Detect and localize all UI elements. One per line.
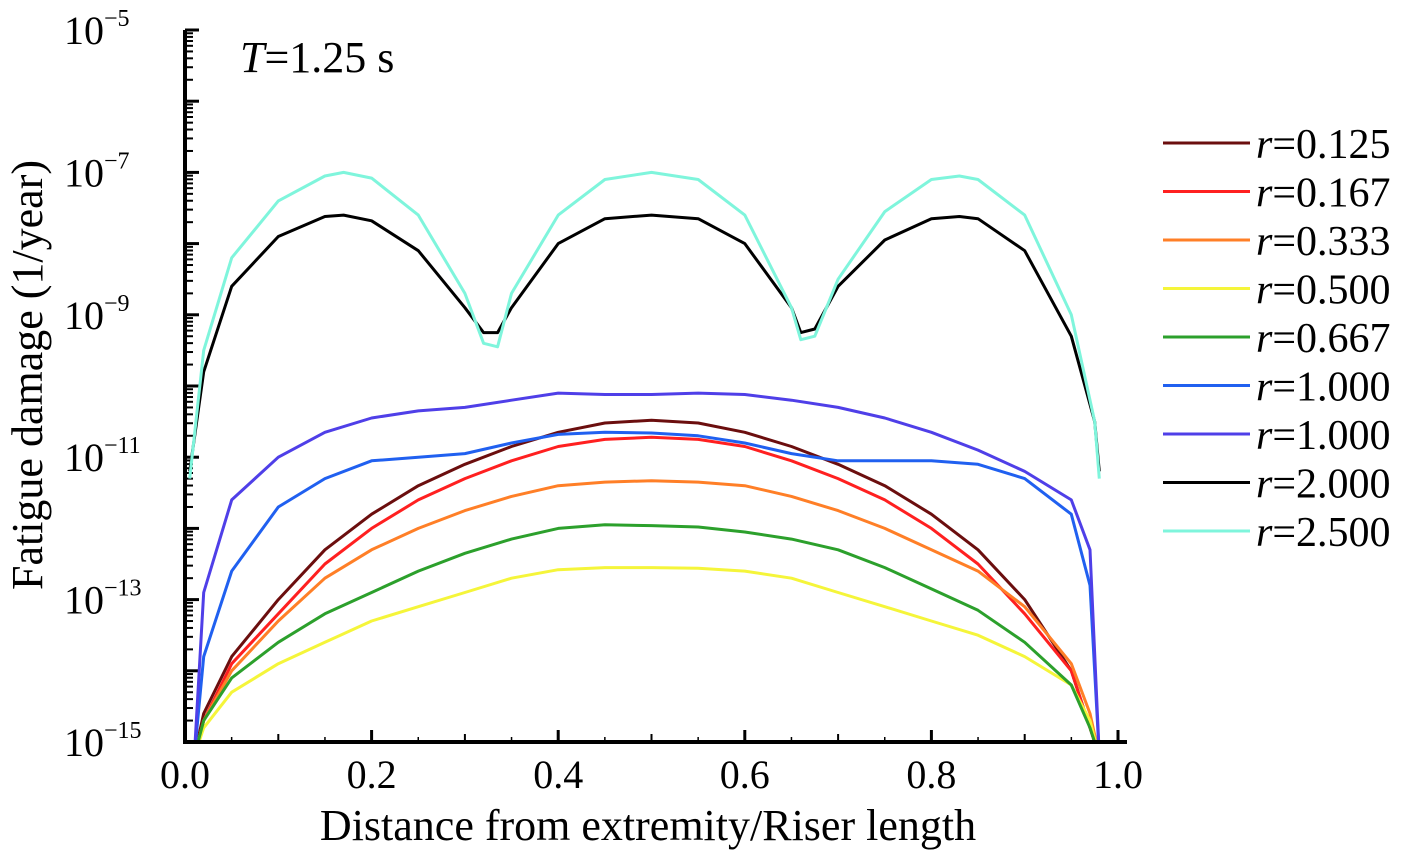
- axes: 10−15 10−13 10−11 10−9 10−7 10−5 0.0 0.2 0.4 0.6 0…: [64, 6, 1143, 797]
- legend-label-4: r=0.667: [1256, 316, 1391, 362]
- series-line-8: [188, 170, 1101, 479]
- legend: r=0.125r=0.167r=0.333r=0.500r=0.667r=1.0…: [1163, 122, 1391, 556]
- series-line-6: [193, 391, 1101, 740]
- series-line-0: [196, 418, 1096, 740]
- series-line-4: [197, 523, 1096, 740]
- legend-label-0: r=0.125: [1256, 122, 1391, 168]
- x-tick-label: 1.0: [1093, 752, 1143, 797]
- legend-label-8: r=2.500: [1256, 510, 1391, 556]
- x-axis-title: Distance from extremity/Riser length: [320, 801, 976, 850]
- series-line-3: [198, 566, 1097, 740]
- series-lines: [188, 170, 1101, 740]
- x-tick-label: 0.4: [533, 752, 583, 797]
- x-tick-label: 0.8: [906, 752, 956, 797]
- legend-label-6: r=1.000: [1256, 413, 1391, 459]
- y-tick-label: 10−9: [64, 291, 130, 338]
- y-axis-title: Fatigue damage (1/year): [3, 160, 52, 590]
- legend-label-5: r=1.000: [1256, 365, 1391, 411]
- period-value: =1.25 s: [264, 33, 394, 82]
- period-symbol: T: [240, 33, 268, 82]
- series-line-2: [197, 479, 1098, 740]
- legend-label-1: r=0.167: [1256, 171, 1391, 217]
- x-tick-label: 0.2: [347, 752, 397, 797]
- y-tick-label: 10−13: [64, 576, 142, 623]
- y-tick-label: 10−15: [64, 718, 142, 765]
- legend-label-3: r=0.500: [1256, 268, 1391, 314]
- x-tick-label: 0.6: [720, 752, 770, 797]
- y-tick-label: 10−7: [64, 148, 130, 195]
- series-line-1: [197, 435, 1096, 740]
- y-tick-label: 10−5: [64, 6, 130, 53]
- legend-label-2: r=0.333: [1256, 219, 1391, 265]
- series-line-5: [194, 430, 1100, 740]
- legend-label-7: r=2.000: [1256, 462, 1391, 508]
- x-tick-label: 0.0: [160, 752, 210, 797]
- y-tick-label: 10−11: [64, 433, 141, 480]
- period-annotation: T=1.25 s: [240, 33, 394, 82]
- series-line-7: [188, 213, 1101, 472]
